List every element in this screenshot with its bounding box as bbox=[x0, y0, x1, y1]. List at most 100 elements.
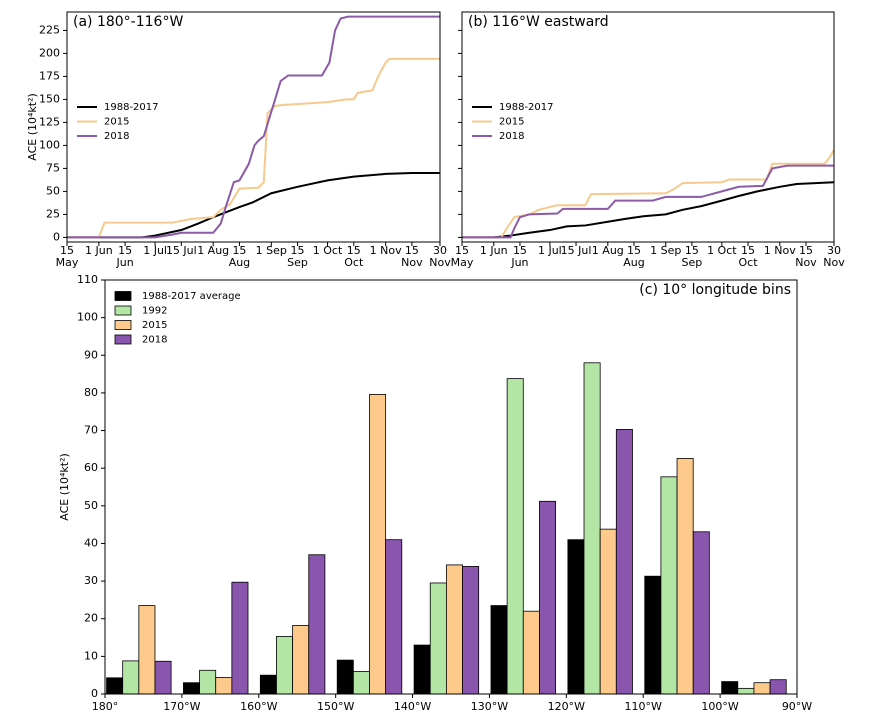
x-tick-label: 15 Oct bbox=[738, 244, 758, 269]
y-tick-label: 90 bbox=[84, 348, 98, 361]
bar bbox=[753, 682, 771, 695]
y-tick-label: 50 bbox=[46, 184, 60, 197]
legend-swatch bbox=[114, 291, 132, 301]
legend-label: 1988-2017 average bbox=[142, 291, 241, 302]
x-tick-label: 120°W bbox=[548, 700, 585, 713]
legend-label: 2018 bbox=[499, 131, 524, 142]
legend-swatch bbox=[114, 334, 132, 345]
x-tick-label: 1 Jun bbox=[85, 244, 113, 257]
x-tick-label: 15 Jun bbox=[511, 244, 529, 269]
bar bbox=[292, 625, 310, 695]
line bbox=[67, 57, 440, 239]
x-tick-label: 1 Jun bbox=[479, 244, 508, 257]
bar bbox=[429, 582, 447, 695]
x-tick-label: 30 Nov bbox=[823, 244, 845, 269]
legend-label: 2018 bbox=[104, 131, 129, 142]
y-tick-label: 175 bbox=[39, 69, 60, 82]
x-tick-label: 110°W bbox=[625, 700, 662, 713]
y-tick-label: 40 bbox=[84, 536, 98, 549]
bar bbox=[369, 394, 387, 695]
x-tick-label: 1 Oct bbox=[312, 244, 343, 257]
bar bbox=[737, 687, 755, 695]
x-tick-label: 15 Nov bbox=[795, 244, 817, 269]
chart-title: (b) 116°W eastward bbox=[468, 14, 609, 30]
bar bbox=[352, 671, 370, 695]
x-tick-label: 1 Sep bbox=[255, 244, 287, 257]
bar bbox=[644, 575, 662, 695]
bar bbox=[445, 564, 463, 695]
bar bbox=[539, 500, 556, 695]
x-tick-label: 90°W bbox=[782, 700, 812, 713]
x-tick-label: 15 May bbox=[55, 244, 79, 269]
bar bbox=[462, 566, 480, 695]
legend-label: 2015 bbox=[104, 117, 129, 128]
y-tick-label: 200 bbox=[39, 46, 60, 59]
bar bbox=[231, 581, 249, 695]
x-tick-label: 30 Nov bbox=[429, 244, 451, 269]
x-tick-label: 15 Oct bbox=[344, 244, 364, 269]
bar bbox=[615, 429, 633, 695]
y-tick-label: 0 bbox=[53, 230, 60, 243]
chart-title: (c) 10° longitude bins bbox=[639, 282, 791, 298]
x-tick-label: 15 Jul bbox=[560, 244, 592, 257]
y-tick-label: 10 bbox=[84, 649, 98, 662]
x-tick-label: 1 Jul bbox=[143, 244, 167, 257]
y-tick-label: 80 bbox=[84, 386, 98, 399]
y-tick-label: 110 bbox=[77, 273, 98, 286]
y-tick-label: 75 bbox=[46, 161, 60, 174]
x-tick-label: 15 Nov bbox=[401, 244, 423, 269]
x-tick-label: 15 Sep bbox=[287, 244, 308, 269]
bar bbox=[154, 660, 172, 695]
x-tick-label: 15 Aug bbox=[623, 244, 645, 269]
bar bbox=[199, 669, 217, 695]
x-tick-label: 170°W bbox=[163, 700, 200, 713]
x-tick-label: 140°W bbox=[394, 700, 431, 713]
y-axis-label: ACE (10⁴kt²) bbox=[26, 93, 39, 161]
line bbox=[67, 15, 440, 239]
bar bbox=[138, 605, 156, 695]
bar bbox=[583, 362, 601, 695]
x-tick-label: 1 Jul bbox=[537, 244, 562, 257]
legend-label: 1988-2017 bbox=[499, 102, 554, 113]
x-tick-label: 100°W bbox=[701, 700, 738, 713]
legend-label: 1992 bbox=[142, 306, 167, 317]
x-tick-label: 1 Oct bbox=[707, 244, 737, 257]
y-tick-label: 225 bbox=[39, 23, 60, 36]
bar bbox=[676, 457, 694, 695]
line bbox=[462, 164, 834, 239]
bar bbox=[769, 679, 787, 695]
bar bbox=[567, 539, 585, 695]
legend-swatch bbox=[114, 305, 132, 316]
x-tick-label: 160°W bbox=[240, 700, 277, 713]
legend-label: 2015 bbox=[142, 320, 167, 331]
bar bbox=[276, 636, 294, 695]
y-tick-label: 100 bbox=[77, 311, 98, 324]
bar bbox=[522, 610, 540, 695]
x-tick-label: 15 May bbox=[450, 244, 474, 269]
bar bbox=[336, 659, 354, 695]
x-tick-label: 15 Jul bbox=[165, 244, 197, 257]
bar bbox=[215, 677, 233, 695]
y-tick-label: 60 bbox=[84, 461, 98, 474]
x-tick-label: 1 Nov bbox=[763, 244, 796, 257]
x-tick-label: 130°W bbox=[471, 700, 508, 713]
axes-frame bbox=[104, 279, 798, 695]
y-tick-label: 0 bbox=[91, 687, 98, 700]
axes-frame bbox=[66, 11, 441, 243]
bar bbox=[259, 674, 277, 695]
line bbox=[462, 149, 835, 239]
line bbox=[67, 172, 440, 239]
line bbox=[462, 181, 835, 239]
bar bbox=[721, 681, 739, 695]
legend-label: 1988-2017 bbox=[104, 102, 159, 113]
x-tick-label: 1 Aug bbox=[197, 244, 230, 257]
x-tick-label: 15 Jun bbox=[116, 244, 134, 269]
x-tick-label: 1 Aug bbox=[591, 244, 624, 257]
x-tick-label: 15 Sep bbox=[681, 244, 703, 269]
y-tick-label: 100 bbox=[39, 138, 60, 151]
bar bbox=[599, 528, 617, 695]
bar bbox=[660, 476, 678, 695]
y-tick-label: 150 bbox=[39, 92, 60, 105]
